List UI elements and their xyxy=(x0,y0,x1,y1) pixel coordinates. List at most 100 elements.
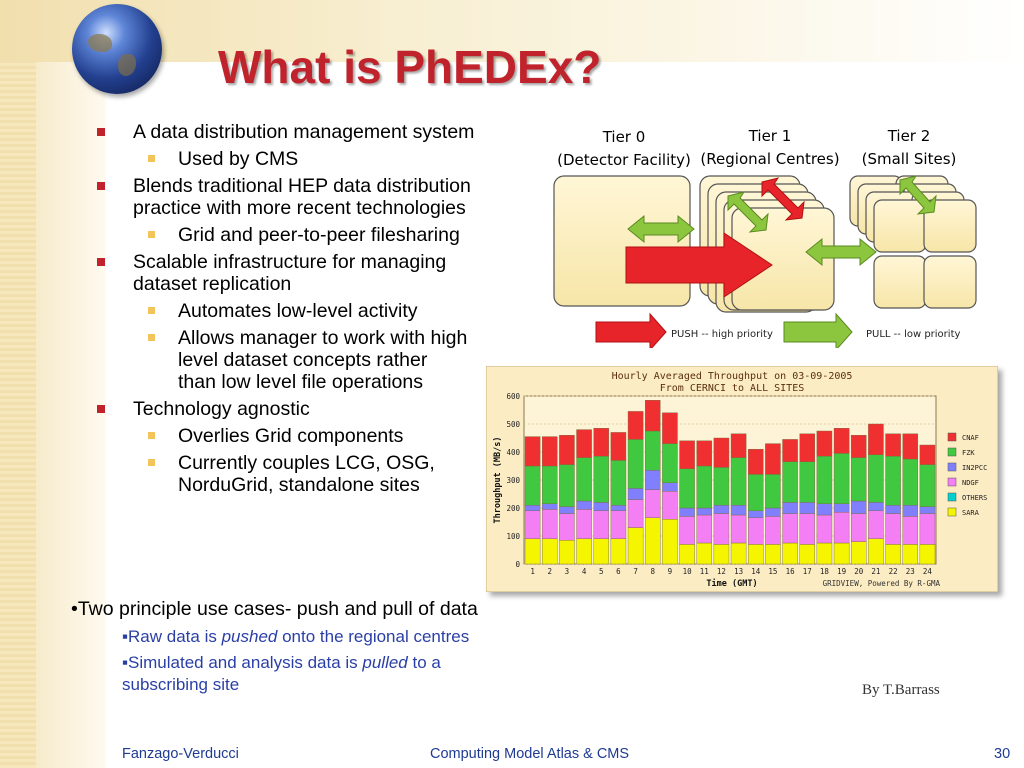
bar-segment-sara xyxy=(696,542,713,565)
bar-segment-ndgf xyxy=(747,517,764,545)
x-tick-label: 13 xyxy=(734,567,743,576)
bar-segment-fzk xyxy=(799,461,816,503)
bar-segment-in2pcc xyxy=(610,504,627,511)
bullet-4: Technology agnostic xyxy=(92,398,510,420)
bullet-4-sub-1: Overlies Grid components xyxy=(92,425,510,447)
bar-segment-in2pcc xyxy=(902,504,919,517)
bar-segment-ndgf xyxy=(799,513,816,545)
bar-segment-in2pcc xyxy=(644,469,661,490)
bar-segment-cnaf xyxy=(919,444,936,465)
use-case-pull-suffix: to a subscribing site xyxy=(122,653,441,694)
use-case-push: ▪Raw data is pushed onto the regional ce… xyxy=(122,626,522,648)
use-case-pull-prefix: ▪Simulated and analysis data is xyxy=(122,653,363,672)
x-tick-label: 10 xyxy=(683,567,693,576)
use-case-pull-em: pulled xyxy=(362,653,408,672)
bar-segment-in2pcc xyxy=(679,507,695,517)
bar-segment-in2pcc xyxy=(765,507,781,517)
bar-segment-sara xyxy=(816,542,833,565)
bar-segment-in2pcc xyxy=(885,504,901,514)
bar-segment-in2pcc xyxy=(833,503,850,513)
bar-segment-cnaf xyxy=(541,436,558,467)
bar-segment-fzk xyxy=(541,465,558,504)
legend-label-fzk: FZK xyxy=(962,449,975,457)
bar-segment-sara xyxy=(747,544,764,565)
pull-legend-label: PULL -- low priority xyxy=(866,329,960,340)
x-tick-label: 16 xyxy=(786,567,796,576)
bar-segment-in2pcc xyxy=(696,507,713,516)
bar-segment-fzk xyxy=(559,464,575,507)
bar-segment-cnaf xyxy=(782,439,798,463)
bar-segment-ndgf xyxy=(559,513,575,541)
bar-segment-ndgf xyxy=(576,509,592,539)
x-tick-label: 24 xyxy=(923,567,933,576)
bar-segment-cnaf xyxy=(902,433,919,460)
bar-segment-ndgf xyxy=(679,516,695,545)
bar-segment-in2pcc xyxy=(730,504,747,516)
chart-x-label: Time (GMT) xyxy=(706,578,757,589)
y-tick-label: 300 xyxy=(506,476,520,485)
bar-segment-ndgf xyxy=(730,514,747,544)
bar-segment-cnaf xyxy=(833,428,850,454)
push-arrow-tier0-tier1 xyxy=(625,232,773,298)
bar-segment-sara xyxy=(593,538,610,565)
bar-segment-ndgf xyxy=(644,489,661,519)
bar-segment-cnaf xyxy=(644,400,661,432)
tier1-boxes xyxy=(699,175,835,313)
bar-segment-sara xyxy=(833,542,850,565)
legend-label-others: OTHERS xyxy=(962,494,987,502)
bar-segment-ndgf xyxy=(833,511,850,544)
bar-segment-fzk xyxy=(679,468,695,509)
bar-segment-in2pcc xyxy=(593,502,610,511)
bar-segment-fzk xyxy=(696,465,713,509)
byline: By T.Barrass xyxy=(862,682,940,698)
tier2-subtitle: (Small Sites) xyxy=(862,150,957,168)
bar-segment-in2pcc xyxy=(816,503,833,516)
bar-segment-sara xyxy=(868,538,884,565)
bar-segment-fzk xyxy=(885,455,901,506)
bar-segment-ndgf xyxy=(662,490,678,520)
legend-swatch-sara xyxy=(947,507,957,517)
bar-segment-cnaf xyxy=(559,434,575,465)
bar-segment-fzk xyxy=(868,454,884,503)
bullet-4-sub-2: Currently couples LCG, OSG, NorduGrid, s… xyxy=(92,452,488,496)
bar-segment-in2pcc xyxy=(850,500,867,514)
bar-segment-cnaf xyxy=(730,433,747,458)
push-legend-arrow xyxy=(595,312,667,348)
bar-segment-sara xyxy=(782,542,798,565)
push-arrow-tier1-internal xyxy=(761,177,805,221)
x-tick-label: 12 xyxy=(717,567,726,576)
bar-segment-ndgf xyxy=(782,513,798,544)
bar-segment-in2pcc xyxy=(662,482,678,492)
bar-segment-cnaf xyxy=(765,443,781,475)
bar-segment-cnaf xyxy=(713,437,730,468)
bar-segment-sara xyxy=(644,517,661,565)
use-case-push-prefix: ▪Raw data is xyxy=(122,627,222,646)
x-tick-label: 21 xyxy=(871,567,880,576)
bullet-3-sub-2: Allows manager to work with high level d… xyxy=(92,327,468,393)
chart-title: Hourly Averaged Throughput on 03-09-2005 xyxy=(612,371,853,382)
bar-segment-in2pcc xyxy=(627,488,644,500)
bar-segment-fzk xyxy=(524,465,541,506)
bar-segment-cnaf xyxy=(662,412,678,444)
bar-segment-cnaf xyxy=(610,432,627,461)
x-tick-label: 4 xyxy=(582,567,587,576)
pull-arrow-tier0-tier1 xyxy=(627,214,695,244)
bar-segment-in2pcc xyxy=(713,504,730,514)
bar-segment-in2pcc xyxy=(541,503,558,510)
bar-segment-fzk xyxy=(627,439,644,489)
bar-segment-fzk xyxy=(902,458,919,506)
legend-swatch-ndgf xyxy=(947,477,957,487)
slide-background-left xyxy=(0,0,36,768)
legend-swatch-cnaf xyxy=(947,432,957,442)
slide-number: 30 xyxy=(994,746,1011,762)
legend-swatch-in2pcc xyxy=(947,462,957,472)
bar-segment-cnaf xyxy=(576,429,592,458)
bar-segment-sara xyxy=(679,544,695,565)
pull-arrow-tier2-internal xyxy=(899,175,937,215)
pull-arrow-tier1-internal xyxy=(727,191,769,233)
x-tick-label: 6 xyxy=(616,567,621,576)
push-legend-label: PUSH -- high priority xyxy=(671,329,773,340)
tier0-subtitle: (Detector Facility) xyxy=(557,151,691,169)
bar-segment-in2pcc xyxy=(524,504,541,511)
y-tick-label: 0 xyxy=(515,560,520,569)
